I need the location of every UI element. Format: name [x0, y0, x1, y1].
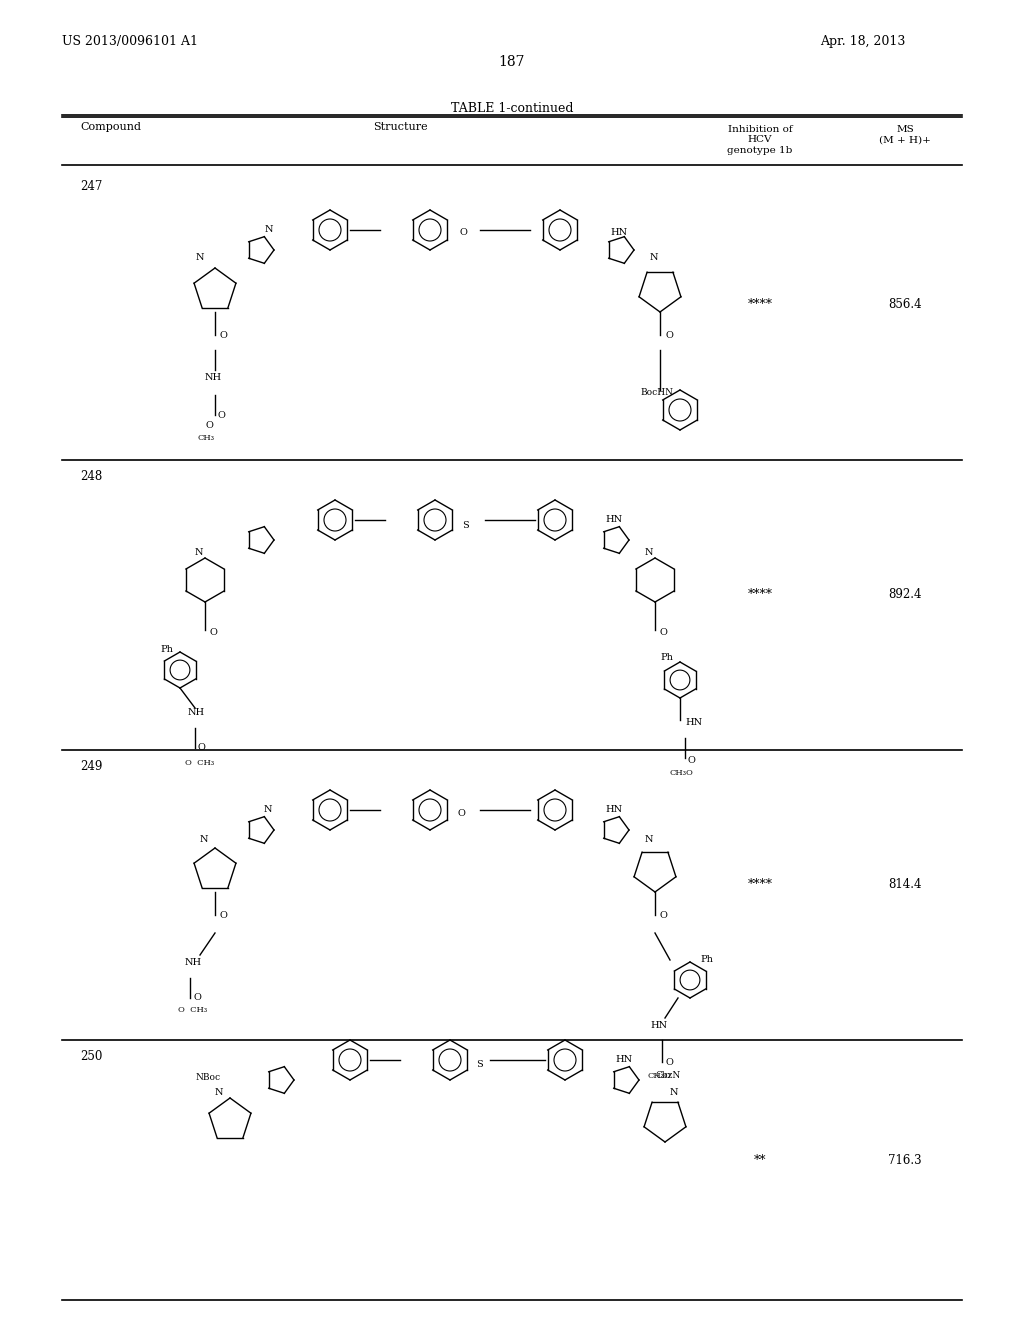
Text: US 2013/0096101 A1: US 2013/0096101 A1	[62, 36, 198, 48]
Text: 716.3: 716.3	[888, 1154, 922, 1167]
Text: 892.4: 892.4	[888, 589, 922, 602]
Text: O: O	[660, 628, 668, 638]
Text: N: N	[200, 836, 209, 843]
Text: O  CH₃: O CH₃	[178, 1006, 207, 1014]
Text: BocHN: BocHN	[640, 388, 673, 397]
Text: 249: 249	[80, 760, 102, 774]
Text: CH₃O: CH₃O	[648, 1072, 672, 1080]
Text: Compound: Compound	[80, 121, 141, 132]
Text: O: O	[660, 911, 668, 920]
Text: N: N	[264, 805, 272, 814]
Text: 250: 250	[80, 1049, 102, 1063]
Text: 247: 247	[80, 180, 102, 193]
Text: O: O	[218, 411, 226, 420]
Text: O: O	[458, 809, 466, 818]
Text: 187: 187	[499, 55, 525, 69]
Text: **: **	[754, 1154, 766, 1167]
Text: O: O	[665, 1059, 673, 1067]
Text: Ph: Ph	[660, 653, 673, 663]
Text: O: O	[205, 421, 213, 430]
Text: O: O	[193, 993, 201, 1002]
Text: N: N	[215, 1088, 223, 1097]
Text: HN: HN	[610, 228, 627, 238]
Text: O: O	[220, 911, 228, 920]
Text: O: O	[688, 756, 696, 766]
Text: Apr. 18, 2013: Apr. 18, 2013	[820, 36, 905, 48]
Text: HN: HN	[650, 1020, 667, 1030]
Text: N: N	[195, 548, 204, 557]
Text: O  CH₃: O CH₃	[185, 759, 214, 767]
Text: 814.4: 814.4	[888, 879, 922, 891]
Text: Inhibition of
HCV
genotype 1b: Inhibition of HCV genotype 1b	[727, 125, 793, 154]
Text: HN: HN	[605, 805, 623, 814]
Text: HN: HN	[615, 1055, 632, 1064]
Text: O: O	[198, 743, 206, 752]
Text: ****: ****	[748, 298, 772, 312]
Text: O: O	[210, 628, 218, 638]
Text: O: O	[460, 228, 468, 238]
Text: N: N	[650, 253, 658, 261]
Text: NH: NH	[185, 958, 202, 968]
Text: N: N	[670, 1088, 679, 1097]
Text: O: O	[665, 331, 673, 341]
Text: N: N	[265, 224, 273, 234]
Text: S: S	[462, 521, 469, 531]
Text: N: N	[196, 253, 204, 261]
Text: CH₃O: CH₃O	[670, 770, 694, 777]
Text: CbzN: CbzN	[655, 1071, 680, 1080]
Text: ****: ****	[748, 589, 772, 602]
Text: MS
(M + H)+: MS (M + H)+	[879, 125, 931, 144]
Text: NH: NH	[205, 374, 222, 381]
Text: N: N	[645, 836, 653, 843]
Text: Ph: Ph	[700, 954, 713, 964]
Text: 856.4: 856.4	[888, 298, 922, 312]
Text: S: S	[476, 1060, 482, 1069]
Text: N: N	[645, 548, 653, 557]
Text: NBoc: NBoc	[195, 1073, 220, 1082]
Text: HN: HN	[605, 515, 623, 524]
Text: HN: HN	[685, 718, 702, 727]
Text: O: O	[220, 331, 228, 341]
Text: ****: ****	[748, 879, 772, 891]
Text: NH: NH	[188, 708, 205, 717]
Text: Ph: Ph	[160, 645, 173, 653]
Text: Structure: Structure	[373, 121, 427, 132]
Text: 248: 248	[80, 470, 102, 483]
Text: CH₃: CH₃	[198, 434, 215, 442]
Text: TABLE 1-continued: TABLE 1-continued	[451, 102, 573, 115]
